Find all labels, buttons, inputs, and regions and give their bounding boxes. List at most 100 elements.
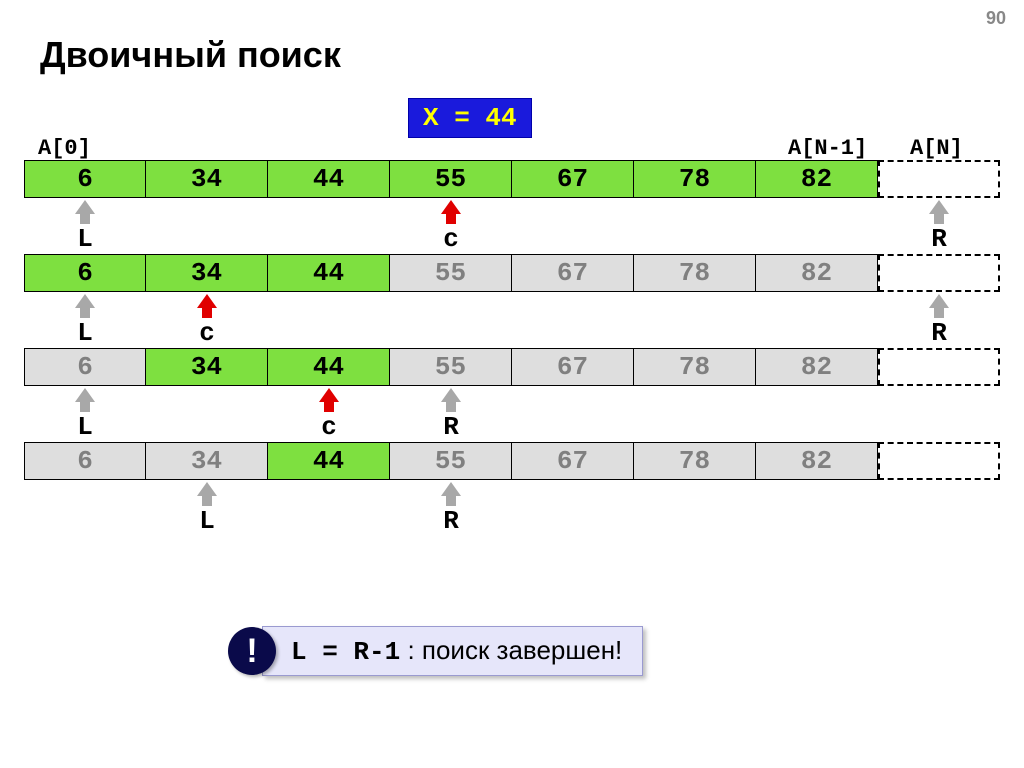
callout-mono: L = R-1 — [291, 637, 400, 667]
array-cell: 44 — [268, 348, 390, 386]
array-cell: 82 — [756, 442, 878, 480]
array-cell — [878, 254, 1000, 292]
pointer-slot — [268, 198, 390, 254]
pointer-label: L — [199, 506, 215, 536]
array-cell: 34 — [146, 442, 268, 480]
pointer-slot — [512, 198, 634, 254]
arrow-up-icon — [197, 294, 217, 308]
pointer-slot — [146, 198, 268, 254]
array-cell: 6 — [24, 254, 146, 292]
array-cell: 34 — [146, 348, 268, 386]
array-cell: 6 — [24, 348, 146, 386]
array-cell: 6 — [24, 160, 146, 198]
pointer-label: R — [443, 506, 459, 536]
pointer-slot — [268, 292, 390, 348]
arrow-up-icon — [75, 388, 95, 402]
pointer-slot — [634, 480, 756, 536]
array-row: 6344455677882 — [24, 160, 1000, 198]
step-block: 6344455677882LcR — [24, 348, 1000, 442]
pointer-slot — [268, 480, 390, 536]
arrow-up-icon — [929, 200, 949, 214]
array-cell: 67 — [512, 348, 634, 386]
pointer-slot: c — [390, 198, 512, 254]
array-cell: 44 — [268, 254, 390, 292]
target-value-box: X = 44 — [408, 98, 532, 138]
pointer-slot — [24, 480, 146, 536]
array-cell: 82 — [756, 254, 878, 292]
array-row: 6344455677882 — [24, 254, 1000, 292]
pointer-slot: R — [878, 292, 1000, 348]
index-label-a0: A[0] — [38, 136, 91, 161]
arrow-stem — [80, 214, 90, 224]
arrow-up-icon — [319, 388, 339, 402]
step-block: 6344455677882LR — [24, 442, 1000, 536]
arrow-up-icon — [197, 482, 217, 496]
pointer-slot: L — [24, 292, 146, 348]
pointer-slot: L — [24, 386, 146, 442]
callout-rest: : поиск завершен! — [400, 635, 622, 665]
pointer-slot: L — [24, 198, 146, 254]
array-cell: 34 — [146, 254, 268, 292]
arrow-stem — [324, 402, 334, 412]
array-cell: 6 — [24, 442, 146, 480]
pointer-slot: c — [268, 386, 390, 442]
pointer-label: R — [443, 412, 459, 442]
array-cell — [878, 160, 1000, 198]
array-cell: 55 — [390, 254, 512, 292]
pointer-slot — [512, 480, 634, 536]
step-block: 6344455677882LcR — [24, 160, 1000, 254]
array-cell: 55 — [390, 160, 512, 198]
pointer-row: Lc R — [24, 386, 1000, 442]
pointer-slot — [878, 386, 1000, 442]
callout: ! L = R-1 : поиск завершен! — [228, 626, 643, 676]
pointer-slot — [634, 198, 756, 254]
arrow-stem — [80, 402, 90, 412]
arrow-stem — [934, 214, 944, 224]
pointer-slot — [634, 292, 756, 348]
pointer-slot: L — [146, 480, 268, 536]
arrow-stem — [446, 402, 456, 412]
array-row: 6344455677882 — [24, 442, 1000, 480]
arrow-stem — [202, 496, 212, 506]
pointer-slot: R — [878, 198, 1000, 254]
arrow-stem — [202, 308, 212, 318]
array-cell: 78 — [634, 160, 756, 198]
steps-container: 6344455677882LcR6344455677882LcR63444556… — [24, 160, 1000, 536]
array-cell: 34 — [146, 160, 268, 198]
pointer-slot — [634, 386, 756, 442]
array-cell: 82 — [756, 160, 878, 198]
pointer-row: Lc R — [24, 198, 1000, 254]
array-cell: 67 — [512, 254, 634, 292]
arrow-up-icon — [441, 482, 461, 496]
array-cell: 44 — [268, 442, 390, 480]
pointer-slot: c — [146, 292, 268, 348]
pointer-label: L — [77, 318, 93, 348]
array-cell — [878, 442, 1000, 480]
pointer-label: R — [931, 224, 947, 254]
pointer-row: LR — [24, 480, 1000, 536]
array-row: 6344455677882 — [24, 348, 1000, 386]
index-label-an: A[N] — [910, 136, 963, 161]
pointer-label: L — [77, 224, 93, 254]
array-cell: 55 — [390, 442, 512, 480]
pointer-slot — [390, 292, 512, 348]
pointer-slot — [512, 292, 634, 348]
pointer-label: c — [443, 224, 459, 254]
callout-text: L = R-1 : поиск завершен! — [262, 626, 643, 676]
pointer-slot — [146, 386, 268, 442]
pointer-slot: R — [390, 386, 512, 442]
arrow-up-icon — [75, 200, 95, 214]
pointer-slot — [756, 292, 878, 348]
array-cell: 82 — [756, 348, 878, 386]
pointer-label: c — [321, 412, 337, 442]
pointer-label: L — [77, 412, 93, 442]
arrow-up-icon — [441, 388, 461, 402]
array-cell: 55 — [390, 348, 512, 386]
pointer-slot: R — [390, 480, 512, 536]
array-cell: 67 — [512, 442, 634, 480]
arrow-up-icon — [75, 294, 95, 308]
pointer-slot — [878, 480, 1000, 536]
arrow-stem — [446, 214, 456, 224]
array-cell: 67 — [512, 160, 634, 198]
page-title: Двоичный поиск — [40, 34, 341, 76]
